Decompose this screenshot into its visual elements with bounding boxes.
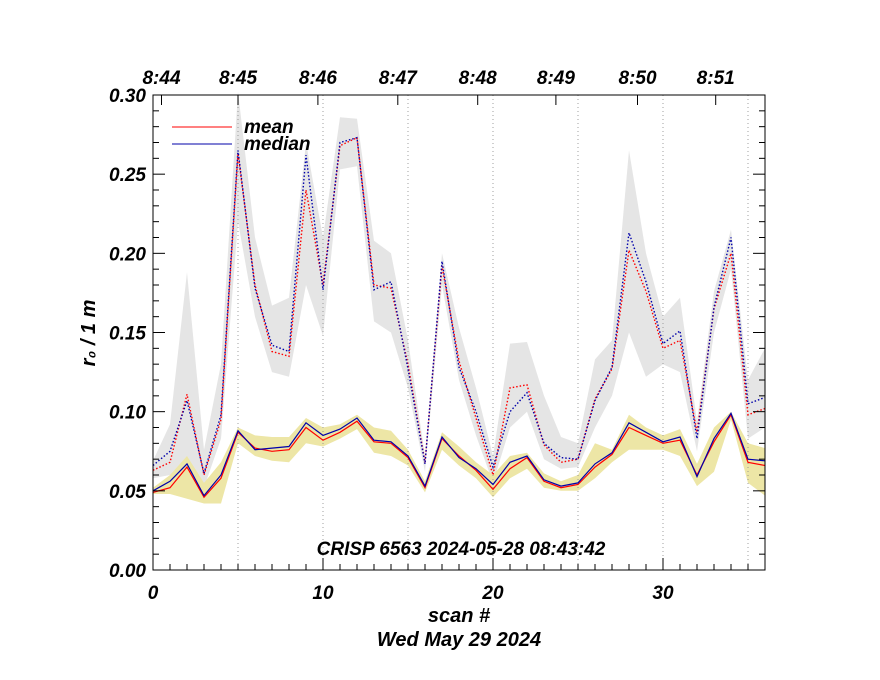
axes-layer: 0 10 20 30 0.00 0.05 0.10 0.15 0.20 0.25 0.308:44 8… <box>109 68 766 604</box>
x-tick-label-10: 10 <box>312 583 334 604</box>
x-tick-label-0: 0 <box>148 583 159 604</box>
series-layer <box>152 136 766 499</box>
x-axis-title: scan # <box>428 605 491 627</box>
x-tick-label-30: 30 <box>652 583 674 604</box>
top-tick-label-5: 8:49 <box>537 68 575 89</box>
y-tick-label-0.00: 0.00 <box>109 561 146 582</box>
top-tick-label-3: 8:47 <box>379 68 418 89</box>
x-tick-label-20: 20 <box>481 583 504 604</box>
y-tick-label-0.15: 0.15 <box>109 324 146 345</box>
date-label: Wed May 29 2024 <box>377 629 541 651</box>
legend: mean median <box>172 117 311 155</box>
top-tick-label-6: 8:50 <box>618 68 656 89</box>
y-axis-title: r₀ / 1 m <box>78 300 100 367</box>
y-tick-label-0.10: 0.10 <box>109 403 146 424</box>
top-tick-label-4: 8:48 <box>459 68 497 89</box>
dataset-annotation: CRISP 6563 2024-05-28 08:43:42 <box>317 539 606 560</box>
median-low-line <box>152 411 766 497</box>
median-high-dotted-line <box>152 136 766 477</box>
y-tick-label-0.25: 0.25 <box>109 165 146 186</box>
top-tick-label-0: 8:44 <box>142 68 180 89</box>
y-tick-label-0.30: 0.30 <box>109 86 146 107</box>
top-tick-label-2: 8:46 <box>299 68 337 89</box>
top-tick-label-1: 8:45 <box>219 68 257 89</box>
top-tick-label-7: 8:51 <box>697 68 735 89</box>
y-tick-label-0.20: 0.20 <box>109 244 146 265</box>
mean-low-line <box>152 413 766 499</box>
legend-mean-label: mean <box>244 117 294 138</box>
y-tick-label-0.05: 0.05 <box>109 482 146 503</box>
legend-median-label: median <box>244 134 311 155</box>
